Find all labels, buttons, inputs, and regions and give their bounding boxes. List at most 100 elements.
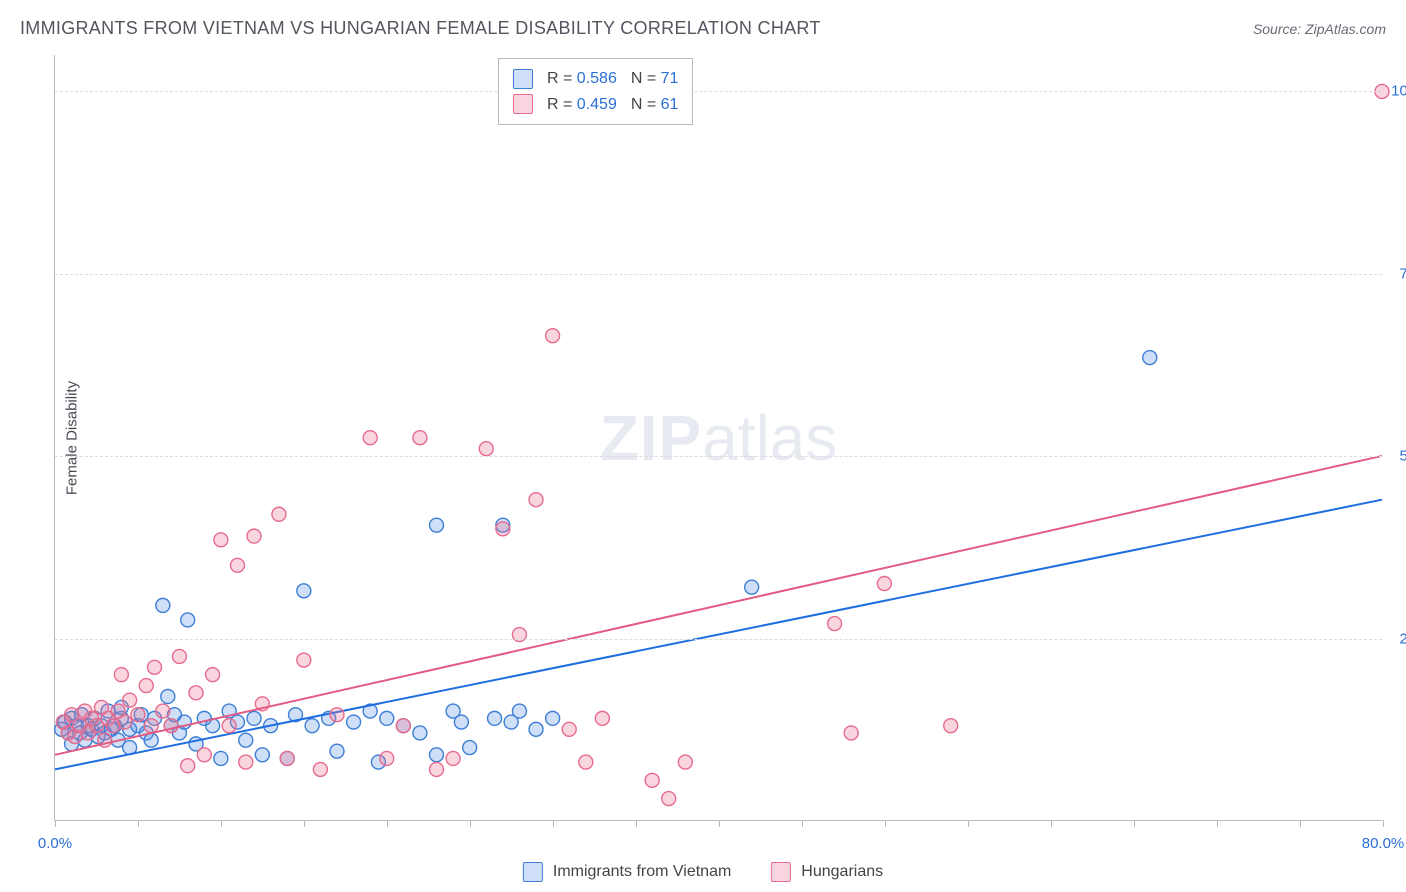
legend-r-label: R = 0.586 — [547, 66, 617, 92]
data-point — [330, 744, 344, 758]
data-point — [413, 726, 427, 740]
data-point — [239, 755, 253, 769]
data-point — [255, 748, 269, 762]
x-tick — [636, 820, 637, 827]
x-tick — [1383, 820, 1384, 827]
x-tick — [55, 820, 56, 827]
data-point — [944, 719, 958, 733]
data-point — [662, 792, 676, 806]
data-point — [546, 329, 560, 343]
data-point — [247, 529, 261, 543]
data-point — [877, 577, 891, 591]
data-point — [496, 522, 510, 536]
data-point — [363, 431, 377, 445]
data-point — [595, 711, 609, 725]
x-tick — [221, 820, 222, 827]
data-point — [222, 719, 236, 733]
trend-line — [55, 456, 1382, 755]
legend-correlation-box: R = 0.586 N = 71 R = 0.459 N = 61 — [498, 58, 693, 125]
y-tick-label: 100.0% — [1387, 83, 1406, 100]
x-tick — [1217, 820, 1218, 827]
data-point — [144, 719, 158, 733]
data-point — [488, 711, 502, 725]
data-point — [131, 708, 145, 722]
legend-swatch — [513, 94, 533, 114]
data-point — [239, 733, 253, 747]
data-point — [118, 715, 132, 729]
y-tick-label: 75.0% — [1387, 265, 1406, 282]
x-tick — [968, 820, 969, 827]
data-point — [123, 693, 137, 707]
chart-title: IMMIGRANTS FROM VIETNAM VS HUNGARIAN FEM… — [20, 18, 821, 39]
legend-n-label: N = 71 — [631, 66, 679, 92]
scatter-plot-svg — [55, 55, 1382, 820]
data-point — [156, 598, 170, 612]
data-point — [396, 719, 410, 733]
chart-plot-area: Female Disability ZIPatlas 25.0%50.0%75.… — [54, 55, 1382, 821]
x-tick — [304, 820, 305, 827]
data-point — [463, 741, 477, 755]
data-point — [206, 668, 220, 682]
grid-line — [55, 456, 1382, 457]
legend-series: Immigrants from VietnamHungarians — [523, 862, 883, 882]
legend-r-label: R = 0.459 — [547, 92, 617, 118]
x-tick — [885, 820, 886, 827]
data-point — [430, 518, 444, 532]
data-point — [430, 762, 444, 776]
data-point — [161, 689, 175, 703]
data-point — [380, 711, 394, 725]
data-point — [297, 653, 311, 667]
data-point — [678, 755, 692, 769]
data-point — [828, 617, 842, 631]
legend-swatch — [771, 862, 791, 882]
data-point — [230, 558, 244, 572]
data-point — [579, 755, 593, 769]
legend-series-item: Immigrants from Vietnam — [523, 862, 731, 882]
data-point — [330, 708, 344, 722]
data-point — [305, 719, 319, 733]
chart-source: Source: ZipAtlas.com — [1253, 21, 1386, 37]
x-tick — [553, 820, 554, 827]
data-point — [148, 660, 162, 674]
x-tick-label: 0.0% — [38, 835, 72, 852]
data-point — [114, 668, 128, 682]
data-point — [280, 751, 294, 765]
data-point — [745, 580, 759, 594]
legend-swatch — [513, 69, 533, 89]
legend-series-label: Immigrants from Vietnam — [553, 863, 731, 881]
data-point — [529, 493, 543, 507]
legend-n-label: N = 61 — [631, 92, 679, 118]
data-point — [347, 715, 361, 729]
legend-swatch — [523, 862, 543, 882]
data-point — [144, 733, 158, 747]
legend-correlation-row: R = 0.586 N = 71 — [513, 66, 678, 92]
data-point — [529, 722, 543, 736]
data-point — [197, 748, 211, 762]
data-point — [313, 762, 327, 776]
grid-line — [55, 639, 1382, 640]
y-tick-label: 50.0% — [1387, 448, 1406, 465]
data-point — [189, 686, 203, 700]
x-tick — [1300, 820, 1301, 827]
y-tick-label: 25.0% — [1387, 630, 1406, 647]
data-point — [512, 704, 526, 718]
data-point — [546, 711, 560, 725]
data-point — [214, 751, 228, 765]
data-point — [272, 507, 286, 521]
data-point — [844, 726, 858, 740]
data-point — [562, 722, 576, 736]
data-point — [172, 649, 186, 663]
x-tick-label: 80.0% — [1362, 835, 1405, 852]
data-point — [446, 751, 460, 765]
data-point — [430, 748, 444, 762]
data-point — [181, 613, 195, 627]
data-point — [479, 442, 493, 456]
x-tick — [1051, 820, 1052, 827]
x-tick — [387, 820, 388, 827]
data-point — [156, 704, 170, 718]
legend-correlation-row: R = 0.459 N = 61 — [513, 92, 678, 118]
data-point — [1143, 351, 1157, 365]
grid-line — [55, 91, 1382, 92]
x-tick — [138, 820, 139, 827]
grid-line — [55, 274, 1382, 275]
